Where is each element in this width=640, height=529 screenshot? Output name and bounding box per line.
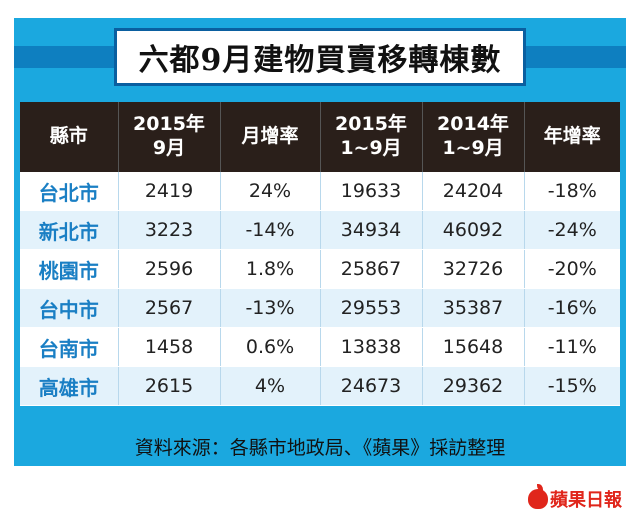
- table-cell: 2419: [118, 172, 221, 211]
- header-cell: 2015年 1~9月: [320, 102, 423, 172]
- table-cell: 19633: [320, 172, 423, 211]
- table-cell: 29362: [422, 366, 525, 406]
- table-row: 桃園市 2596 1.8% 25867 32726 -20%: [20, 249, 620, 289]
- table-cell: 29553: [320, 288, 423, 328]
- source-note: 資料來源：各縣市地政局、《蘋果》採訪整理: [134, 436, 506, 459]
- table-cell: 46092: [422, 210, 525, 250]
- table-cell: 1.8%: [220, 249, 321, 289]
- title-bar: 六都9月建物買賣移轉棟數: [14, 28, 626, 86]
- header-cell: 月增率: [220, 102, 321, 172]
- table-cell: 24%: [220, 172, 321, 211]
- city-cell: 桃園市: [20, 249, 119, 289]
- table-row: 台北市 2419 24% 19633 24204 -18%: [20, 172, 620, 211]
- table-cell: -18%: [524, 172, 620, 211]
- table-cell: 24204: [422, 172, 525, 211]
- header-line2: 9月: [152, 137, 186, 159]
- table-cell: 2567: [118, 288, 221, 328]
- city-cell: 台北市: [20, 172, 119, 211]
- header-line1: 縣市: [49, 125, 88, 148]
- table-cell: 2615: [118, 366, 221, 406]
- apple-icon: [528, 484, 548, 509]
- table-cell: -20%: [524, 249, 620, 289]
- table-cell: 35387: [422, 288, 525, 328]
- table-cell: 4%: [220, 366, 321, 406]
- header-line1: 2015年: [133, 113, 205, 136]
- table-row: 高雄市 2615 4% 24673 29362 -15%: [20, 366, 620, 406]
- table-cell: -11%: [524, 327, 620, 367]
- table-cell: -14%: [220, 210, 321, 250]
- header-cell: 縣市: [20, 102, 119, 172]
- header-cell: 2015年 9月: [118, 102, 221, 172]
- infographic-frame: 六都9月建物買賣移轉棟數 縣市 2015年 9月 月增率 2015年 1~9月 20…: [14, 18, 626, 466]
- table-cell: 0.6%: [220, 327, 321, 367]
- table-cell: -16%: [524, 288, 620, 328]
- data-table: 縣市 2015年 9月 月增率 2015年 1~9月 2014年 1~9月 年增率 台…: [20, 102, 620, 406]
- table-cell: 3223: [118, 210, 221, 250]
- header-line2: 1~9月: [340, 137, 402, 159]
- table-row: 台中市 2567 -13% 29553 35387 -16%: [20, 288, 620, 328]
- city-cell: 台中市: [20, 288, 119, 328]
- header-line1: 年增率: [543, 125, 601, 148]
- table-cell: 1458: [118, 327, 221, 367]
- table-cell: 34934: [320, 210, 423, 250]
- city-cell: 新北市: [20, 210, 119, 250]
- header-line1: 月增率: [241, 125, 299, 148]
- header-cell: 2014年 1~9月: [422, 102, 525, 172]
- table-row: 新北市 3223 -14% 34934 46092 -24%: [20, 210, 620, 250]
- logo-text: 蘋果日報: [550, 490, 622, 511]
- table-cell: 25867: [320, 249, 423, 289]
- header-line2: 1~9月: [442, 137, 504, 159]
- header-line1: 2015年: [335, 113, 407, 136]
- table-header-row: 縣市 2015年 9月 月增率 2015年 1~9月 2014年 1~9月 年增率: [20, 102, 620, 172]
- header-cell: 年增率: [524, 102, 620, 172]
- table-cell: -15%: [524, 366, 620, 406]
- table-cell: 32726: [422, 249, 525, 289]
- table-cell: -24%: [524, 210, 620, 250]
- table-cell: -13%: [220, 288, 321, 328]
- table-cell: 2596: [118, 249, 221, 289]
- table-cell: 24673: [320, 366, 423, 406]
- city-cell: 高雄市: [20, 366, 119, 406]
- table-cell: 15648: [422, 327, 525, 367]
- page-title: 六都9月建物買賣移轉棟數: [113, 28, 527, 86]
- apple-daily-logo: 蘋果日報: [528, 484, 622, 512]
- header-line1: 2014年: [437, 113, 509, 136]
- table-row: 台南市 1458 0.6% 13838 15648 -11%: [20, 327, 620, 367]
- table-cell: 13838: [320, 327, 423, 367]
- city-cell: 台南市: [20, 327, 119, 367]
